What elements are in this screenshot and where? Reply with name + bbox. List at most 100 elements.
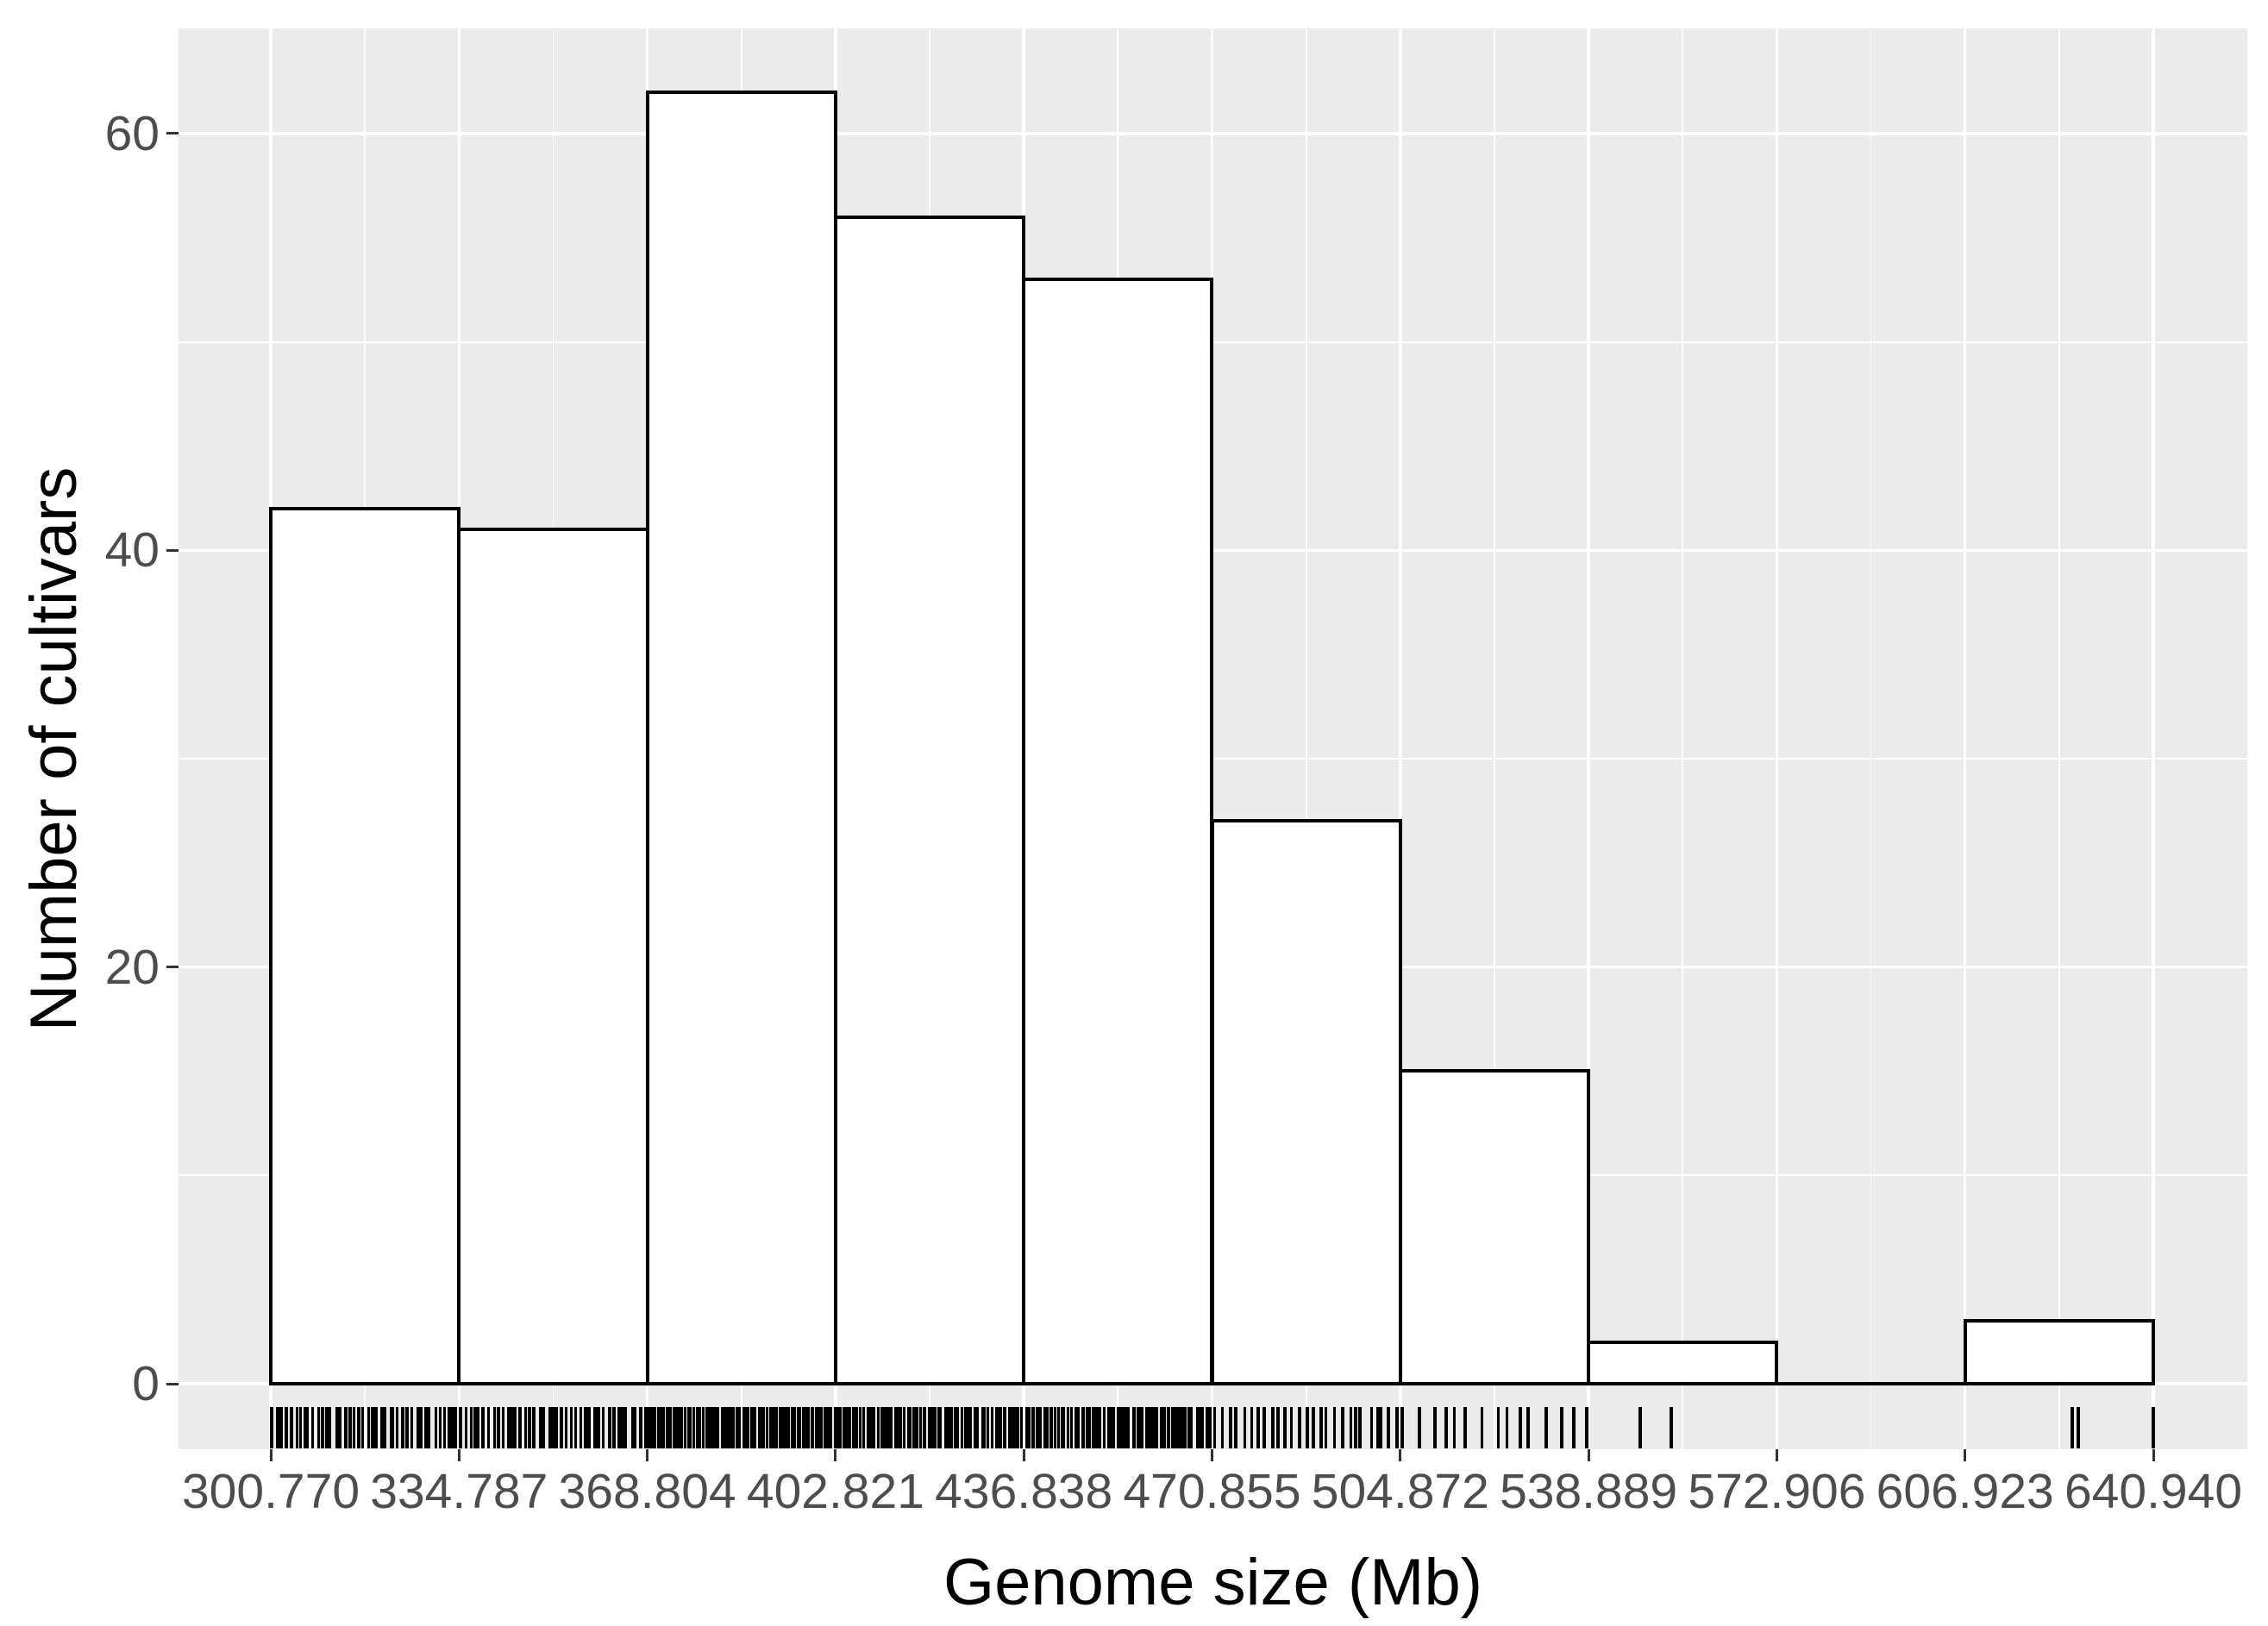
rug-tick <box>1087 1407 1092 1448</box>
rug-tick <box>305 1407 310 1448</box>
rug-tick <box>1206 1407 1209 1448</box>
rug-tick <box>923 1407 926 1448</box>
rug-tick <box>692 1407 696 1448</box>
x-axis-title: Genome size (Mb) <box>943 1546 1483 1619</box>
histogram-bar <box>1587 1340 1779 1385</box>
rug-tick <box>1312 1407 1315 1448</box>
rug-tick <box>459 1407 462 1448</box>
rug-tick <box>1027 1407 1031 1448</box>
rug-tick <box>424 1407 428 1448</box>
rug-tick <box>1123 1407 1126 1448</box>
rug-tick <box>523 1407 528 1448</box>
rug-tick <box>736 1407 739 1448</box>
rug-tick <box>1137 1407 1140 1448</box>
rug-tick <box>601 1407 605 1448</box>
rug-tick <box>1074 1407 1078 1448</box>
rug-tick <box>1126 1407 1130 1448</box>
rug-tick <box>668 1407 672 1448</box>
rug-tick <box>528 1407 531 1448</box>
rug-tick <box>1195 1407 1200 1448</box>
rug-tick <box>946 1407 950 1448</box>
rug-tick <box>481 1407 485 1448</box>
rug-tick <box>893 1407 898 1448</box>
rug-tick <box>532 1407 536 1448</box>
rug-tick <box>1638 1407 1642 1448</box>
rug-tick <box>896 1407 900 1448</box>
x-tick-label: 368.804 <box>558 1464 736 1519</box>
rug-tick <box>1480 1407 1484 1448</box>
rug-tick <box>560 1407 563 1448</box>
rug-tick <box>855 1407 858 1448</box>
rug-tick <box>852 1407 855 1448</box>
rug-tick <box>1170 1407 1175 1448</box>
rug-tick <box>833 1407 837 1448</box>
rug-tick <box>1519 1407 1522 1448</box>
x-axis-tick-mark <box>1775 1449 1778 1461</box>
rug-tick <box>510 1407 513 1448</box>
rug-tick <box>2071 1407 2074 1448</box>
rug-tick <box>395 1407 399 1448</box>
rug-tick <box>1066 1407 1070 1448</box>
rug-tick <box>348 1407 352 1448</box>
rug-tick <box>726 1407 730 1448</box>
x-axis-tick-mark <box>1211 1449 1213 1461</box>
rug-tick <box>352 1407 356 1448</box>
rug-tick <box>298 1407 303 1448</box>
x-tick-label: 334.787 <box>370 1464 548 1519</box>
gridline-x-minor <box>1682 28 1684 1449</box>
rug-tick <box>872 1407 876 1448</box>
rug-tick <box>823 1407 827 1448</box>
gridline-x-major <box>1775 28 1779 1449</box>
rug-tick <box>1544 1407 1548 1448</box>
rug-tick <box>908 1407 912 1448</box>
x-axis-tick-mark <box>1587 1449 1590 1461</box>
rug-tick <box>1056 1407 1061 1448</box>
rug-tick <box>1400 1407 1404 1448</box>
x-tick-label: 300.770 <box>181 1464 360 1519</box>
rug-tick <box>276 1407 279 1448</box>
rug-tick <box>1271 1407 1275 1448</box>
rug-tick <box>1036 1407 1039 1448</box>
rug-tick <box>696 1407 699 1448</box>
x-axis-tick-mark <box>1964 1449 1967 1461</box>
rug-tick <box>338 1407 342 1448</box>
rug-tick <box>1098 1407 1102 1448</box>
rug-tick <box>1183 1407 1187 1448</box>
rug-tick <box>1585 1407 1588 1448</box>
rug-tick <box>705 1407 709 1448</box>
rug-tick <box>513 1407 517 1448</box>
rug-tick <box>975 1407 980 1448</box>
rug-tick <box>448 1407 451 1448</box>
x-axis-tick-mark <box>1022 1449 1025 1461</box>
x-axis-tick-mark <box>834 1449 837 1461</box>
x-tick-label: 436.838 <box>935 1464 1113 1519</box>
rug-tick <box>1444 1407 1448 1448</box>
rug-tick <box>374 1407 378 1448</box>
y-axis-tick-mark <box>166 132 179 135</box>
rug-tick <box>927 1407 930 1448</box>
rug-tick <box>1433 1407 1437 1448</box>
rug-tick <box>1198 1407 1201 1448</box>
rug-tick <box>344 1407 348 1448</box>
rug-tick <box>1250 1407 1254 1448</box>
rug-tick <box>889 1407 893 1448</box>
rug-tick <box>620 1407 623 1448</box>
gridline-x-major <box>1963 28 1967 1449</box>
rug-tick <box>698 1407 702 1448</box>
rug-tick <box>427 1407 431 1448</box>
rug-tick <box>1332 1407 1337 1448</box>
rug-tick <box>1200 1407 1204 1448</box>
rug-tick <box>1119 1407 1124 1448</box>
histogram-bar <box>645 90 837 1385</box>
rug-tick <box>1155 1407 1159 1448</box>
rug-tick <box>1095 1407 1099 1448</box>
rug-tick <box>391 1407 394 1448</box>
rug-tick <box>943 1407 948 1448</box>
rug-tick <box>966 1407 969 1448</box>
rug-tick <box>802 1407 805 1448</box>
rug-tick <box>2152 1407 2155 1448</box>
rug-tick <box>492 1407 497 1448</box>
rug-tick <box>564 1407 568 1448</box>
rug-tick <box>357 1407 360 1448</box>
